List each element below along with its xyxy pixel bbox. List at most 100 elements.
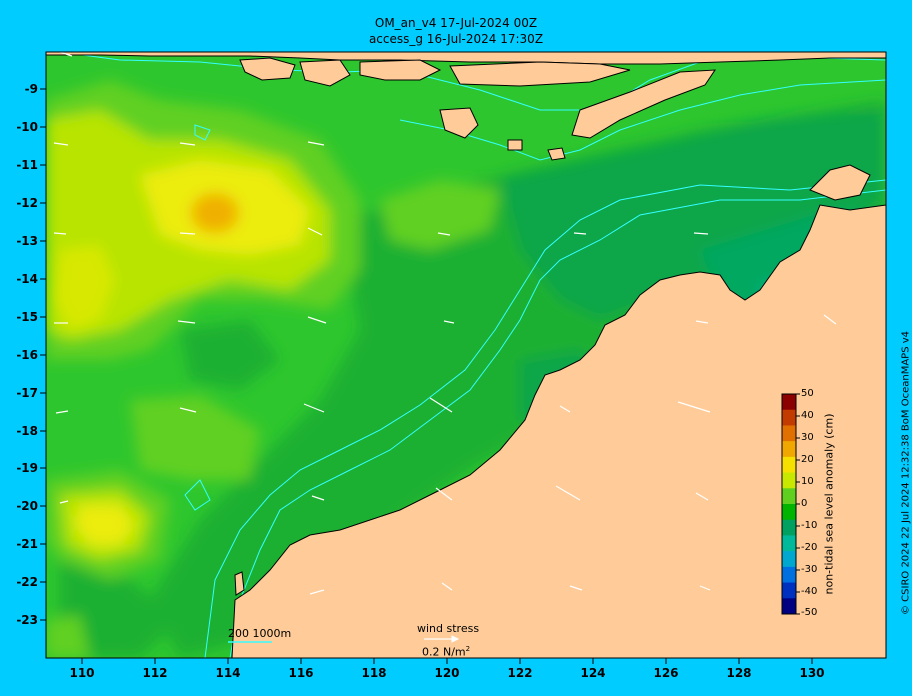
map-area xyxy=(46,52,886,658)
anomaly-region-positive xyxy=(46,615,90,658)
colorbar-tick-label: -50 xyxy=(801,607,818,618)
wind-stress-legend-title: wind stress xyxy=(417,622,480,635)
lat-label: -9 xyxy=(24,82,38,96)
lat-label: -17 xyxy=(16,386,38,400)
wind-arrow xyxy=(179,142,196,146)
wind-arrow xyxy=(303,403,325,413)
anomaly-region-high xyxy=(75,505,135,545)
lon-label: 120 xyxy=(434,666,460,680)
wind-arrow xyxy=(177,320,196,324)
indonesia-coast xyxy=(46,52,886,65)
wind-arrow xyxy=(695,492,709,501)
isobath-legend-label: 200 1000m xyxy=(228,627,292,640)
wind-arrow xyxy=(59,500,69,504)
lat-label: -10 xyxy=(16,120,38,134)
credit-text: © CSIRO 2024 22 Jul 2024 12:32:38 BoM Oc… xyxy=(900,330,912,616)
wind-arrow xyxy=(53,232,67,235)
colorbar-segment xyxy=(782,598,796,615)
island-timor xyxy=(571,69,716,139)
isobath-seamount xyxy=(194,124,211,141)
map-title-line-2: access_g 16-Jul-2024 17:30Z xyxy=(368,32,544,46)
anomaly-region-lower xyxy=(500,110,886,320)
wind-scale-value: 0.2 N/m xyxy=(422,645,466,659)
wind-arrow xyxy=(569,585,583,591)
wind-arrow xyxy=(823,314,837,325)
colorbar-segment xyxy=(782,456,796,474)
wind-arrow xyxy=(677,401,711,413)
colorbar-tick-label: 0 xyxy=(801,498,808,509)
arnhem-coast xyxy=(809,164,871,201)
wind-stress-scale-label: 0.2 N/m2 xyxy=(422,645,470,659)
axis-ticks xyxy=(40,88,813,664)
wind-arrow xyxy=(55,410,69,414)
wind-arrow xyxy=(693,232,709,235)
colorbar-frame xyxy=(781,393,797,615)
wind-arrow xyxy=(441,582,453,591)
isobath-seamount xyxy=(184,479,211,511)
island xyxy=(449,61,631,87)
colorbar-tick-label: -20 xyxy=(801,542,818,553)
island xyxy=(239,57,296,81)
wind-arrow xyxy=(59,52,73,57)
wind-arrow xyxy=(307,227,323,236)
lat-label: -22 xyxy=(16,575,38,589)
lon-label: 124 xyxy=(580,666,606,680)
anomaly-region-positive xyxy=(380,180,500,250)
lat-label: -18 xyxy=(16,424,38,438)
isobath-1000m xyxy=(229,189,886,658)
wind-arrow xyxy=(555,485,581,501)
wind-arrow xyxy=(179,232,196,235)
colorbar-segment xyxy=(782,488,796,505)
lon-label: 130 xyxy=(799,666,825,680)
colorbar-segment xyxy=(782,441,796,458)
lat-label: -19 xyxy=(16,461,38,475)
map-title-line-1: OM_an_v4 17-Jul-2024 00Z xyxy=(374,16,538,30)
colorbar-segment xyxy=(782,394,796,411)
lon-label: 118 xyxy=(361,666,387,680)
wind-arrow xyxy=(573,232,587,235)
colorbar-tick-label: -30 xyxy=(801,564,818,575)
colorbar-tick-label: 40 xyxy=(801,410,814,421)
isobath-shelf xyxy=(399,79,886,161)
lon-label: 128 xyxy=(726,666,752,680)
colorbar-segment xyxy=(782,551,796,568)
anomaly-region-lower xyxy=(180,320,280,390)
wind-arrow xyxy=(307,141,325,146)
colorbar xyxy=(782,393,800,615)
anomaly-region-lower xyxy=(60,560,180,658)
colorbar-segment xyxy=(782,425,796,442)
island-sumba xyxy=(439,107,479,139)
lat-label: -20 xyxy=(16,499,38,513)
colorbar-segment xyxy=(782,582,796,599)
isobath-200m xyxy=(204,179,886,658)
wind-arrow xyxy=(429,397,453,413)
colorbar-segment xyxy=(782,566,796,584)
colorbar-segment xyxy=(782,409,796,426)
colorbar-segment xyxy=(782,519,796,536)
wind-arrow xyxy=(699,585,711,591)
colorbar-tick-label: 10 xyxy=(801,476,814,487)
wind-arrow xyxy=(311,495,325,501)
colorbar-segment xyxy=(782,535,796,552)
anomaly-peak xyxy=(191,193,239,233)
lat-label: -16 xyxy=(16,348,38,362)
island xyxy=(299,59,351,87)
wind-scale-arrow xyxy=(424,635,460,643)
lat-label: -12 xyxy=(16,196,38,210)
wind-arrow xyxy=(559,405,571,413)
lon-label: 114 xyxy=(215,666,241,680)
colorbar-segment xyxy=(782,504,796,521)
lon-label: 110 xyxy=(69,666,95,680)
wind-arrow xyxy=(437,232,451,236)
lon-label: 116 xyxy=(288,666,314,680)
landmass xyxy=(46,52,886,658)
anomaly-region-high xyxy=(55,245,115,330)
colorbar-tick-label: 30 xyxy=(801,432,814,443)
island-savu xyxy=(507,139,523,151)
island-barrow xyxy=(234,571,245,596)
lon-label: 112 xyxy=(142,666,168,680)
anomaly-region-positive xyxy=(130,395,260,480)
colorbar-tick-label: -40 xyxy=(801,586,818,597)
lat-label: -14 xyxy=(16,272,38,286)
